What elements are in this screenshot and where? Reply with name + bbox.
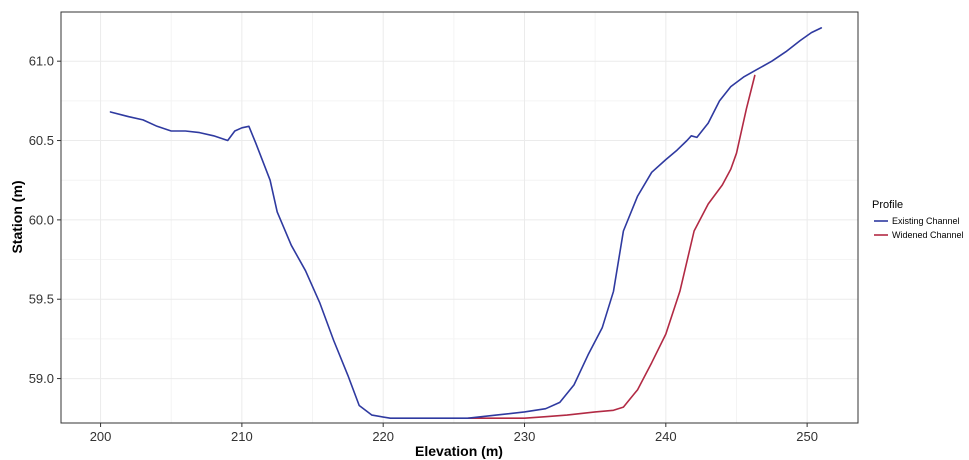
series-line-widened-channel <box>467 74 756 420</box>
legend-title: Profile <box>872 199 903 211</box>
axis-ticks: 200 210 220 230 240 250 59.0 59.5 60.0 60.5 61.0 <box>29 54 818 444</box>
legend: Profile Existing Channel Widened Channel <box>872 199 964 240</box>
x-tick-label: 200 <box>90 429 112 444</box>
x-tick-label: 220 <box>372 429 394 444</box>
y-axis-title: Station (m) <box>9 180 25 253</box>
series-lines <box>109 27 823 420</box>
grid-lines <box>61 12 858 423</box>
y-tick-label: 60.0 <box>29 212 54 227</box>
legend-label-existing-channel: Existing Channel <box>892 216 960 226</box>
y-tick-label: 59.0 <box>29 371 54 386</box>
x-axis-title: Elevation (m) <box>415 443 503 459</box>
x-tick-label: 230 <box>514 429 536 444</box>
y-tick-label: 59.5 <box>29 292 54 307</box>
plot-panel-border <box>60 11 859 424</box>
x-tick-label: 210 <box>231 429 253 444</box>
x-tick-label: 250 <box>796 429 818 444</box>
y-tick-label: 61.0 <box>29 54 54 69</box>
y-tick-label: 60.5 <box>29 133 54 148</box>
legend-label-widened-channel: Widened Channel <box>892 230 964 240</box>
x-tick-label: 240 <box>655 429 677 444</box>
series-line-existing-channel <box>109 27 823 420</box>
